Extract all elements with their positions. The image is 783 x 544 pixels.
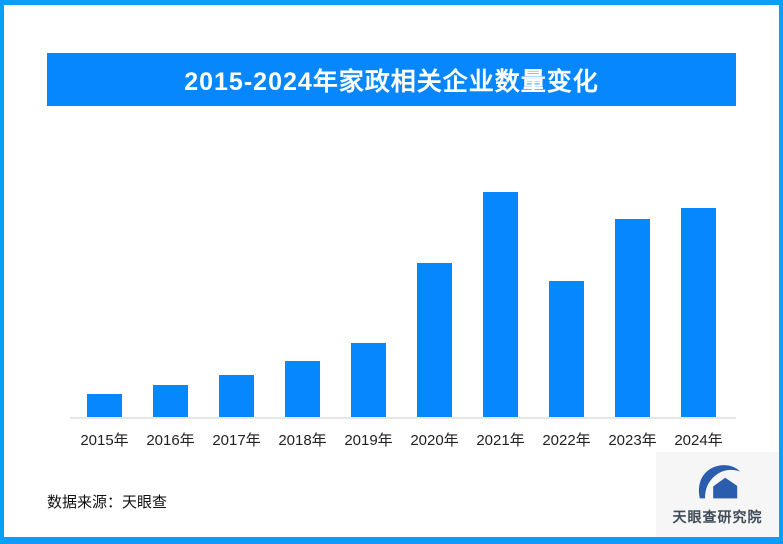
x-axis-label-2020: 2020年 [410, 432, 459, 449]
bar-2023 [615, 219, 650, 417]
bar-2015 [87, 394, 122, 417]
data-source-note: 数据来源：天眼查 [47, 494, 168, 511]
brand-logo-card: 天眼查研究院 [656, 452, 779, 537]
x-axis-label-2019: 2019年 [344, 432, 393, 449]
x-axis-label-2016: 2016年 [146, 432, 195, 449]
bar-2019 [351, 343, 386, 417]
bar-2017 [219, 375, 254, 417]
brand-name: 天眼查研究院 [672, 509, 763, 525]
bar-2022 [549, 281, 584, 417]
plot-area [70, 185, 736, 419]
bar-2016 [153, 385, 188, 417]
x-axis-labels: 2015年 2016年 2017年 2018年 2019年 2020年 2021年 2022年… [70, 429, 736, 451]
x-axis-label-2017: 2017年 [212, 432, 261, 449]
x-axis-label-2023: 2023年 [608, 432, 657, 449]
x-axis-label-2022: 2022年 [542, 432, 591, 449]
tianyancha-logo-icon [694, 462, 742, 504]
chart-title-banner: 2015-2024年家政相关企业数量变化 [47, 53, 736, 106]
bar-2018 [285, 361, 320, 417]
chart-title: 2015-2024年家政相关企业数量变化 [184, 67, 599, 96]
x-axis-label-2024: 2024年 [674, 432, 723, 449]
bar-2024 [681, 208, 716, 417]
x-axis-label-2021: 2021年 [476, 432, 525, 449]
bar-2020 [417, 263, 452, 417]
x-axis-label-2018: 2018年 [278, 432, 327, 449]
bar-2021 [483, 192, 518, 417]
x-axis-label-2015: 2015年 [80, 432, 129, 449]
x-axis-line [70, 417, 736, 419]
